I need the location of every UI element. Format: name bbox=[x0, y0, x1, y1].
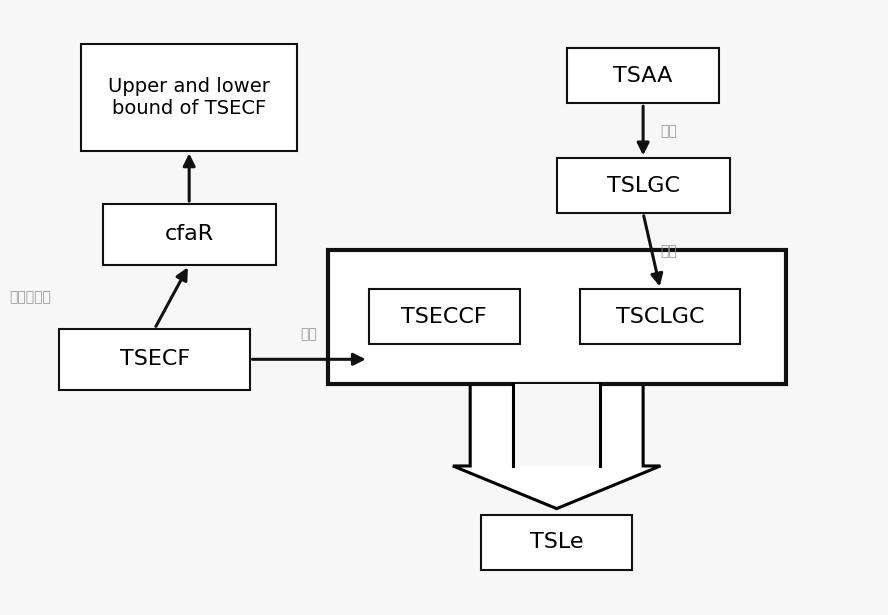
FancyBboxPatch shape bbox=[103, 204, 275, 265]
FancyBboxPatch shape bbox=[481, 515, 632, 569]
Text: Upper and lower
bound of TSECF: Upper and lower bound of TSECF bbox=[108, 77, 270, 117]
FancyBboxPatch shape bbox=[369, 289, 519, 344]
Polygon shape bbox=[453, 384, 661, 509]
FancyBboxPatch shape bbox=[557, 158, 730, 213]
Text: 监控: 监控 bbox=[661, 124, 678, 138]
FancyBboxPatch shape bbox=[328, 250, 786, 384]
Text: 累积: 累积 bbox=[301, 327, 318, 341]
Text: TSCLGC: TSCLGC bbox=[616, 307, 705, 327]
FancyBboxPatch shape bbox=[581, 289, 741, 344]
Text: 累积: 累积 bbox=[661, 244, 678, 258]
Text: TSECCF: TSECCF bbox=[401, 307, 487, 327]
Text: TSLe: TSLe bbox=[530, 532, 583, 552]
FancyBboxPatch shape bbox=[59, 329, 250, 390]
Text: TSECF: TSECF bbox=[120, 349, 190, 369]
FancyBboxPatch shape bbox=[81, 44, 297, 151]
Text: cfaR: cfaR bbox=[164, 224, 214, 244]
FancyBboxPatch shape bbox=[567, 49, 718, 103]
Text: 考虑波动率: 考虑波动率 bbox=[9, 290, 51, 304]
Polygon shape bbox=[513, 384, 600, 466]
Text: TSAA: TSAA bbox=[614, 66, 673, 86]
Text: TSLGC: TSLGC bbox=[607, 176, 679, 196]
